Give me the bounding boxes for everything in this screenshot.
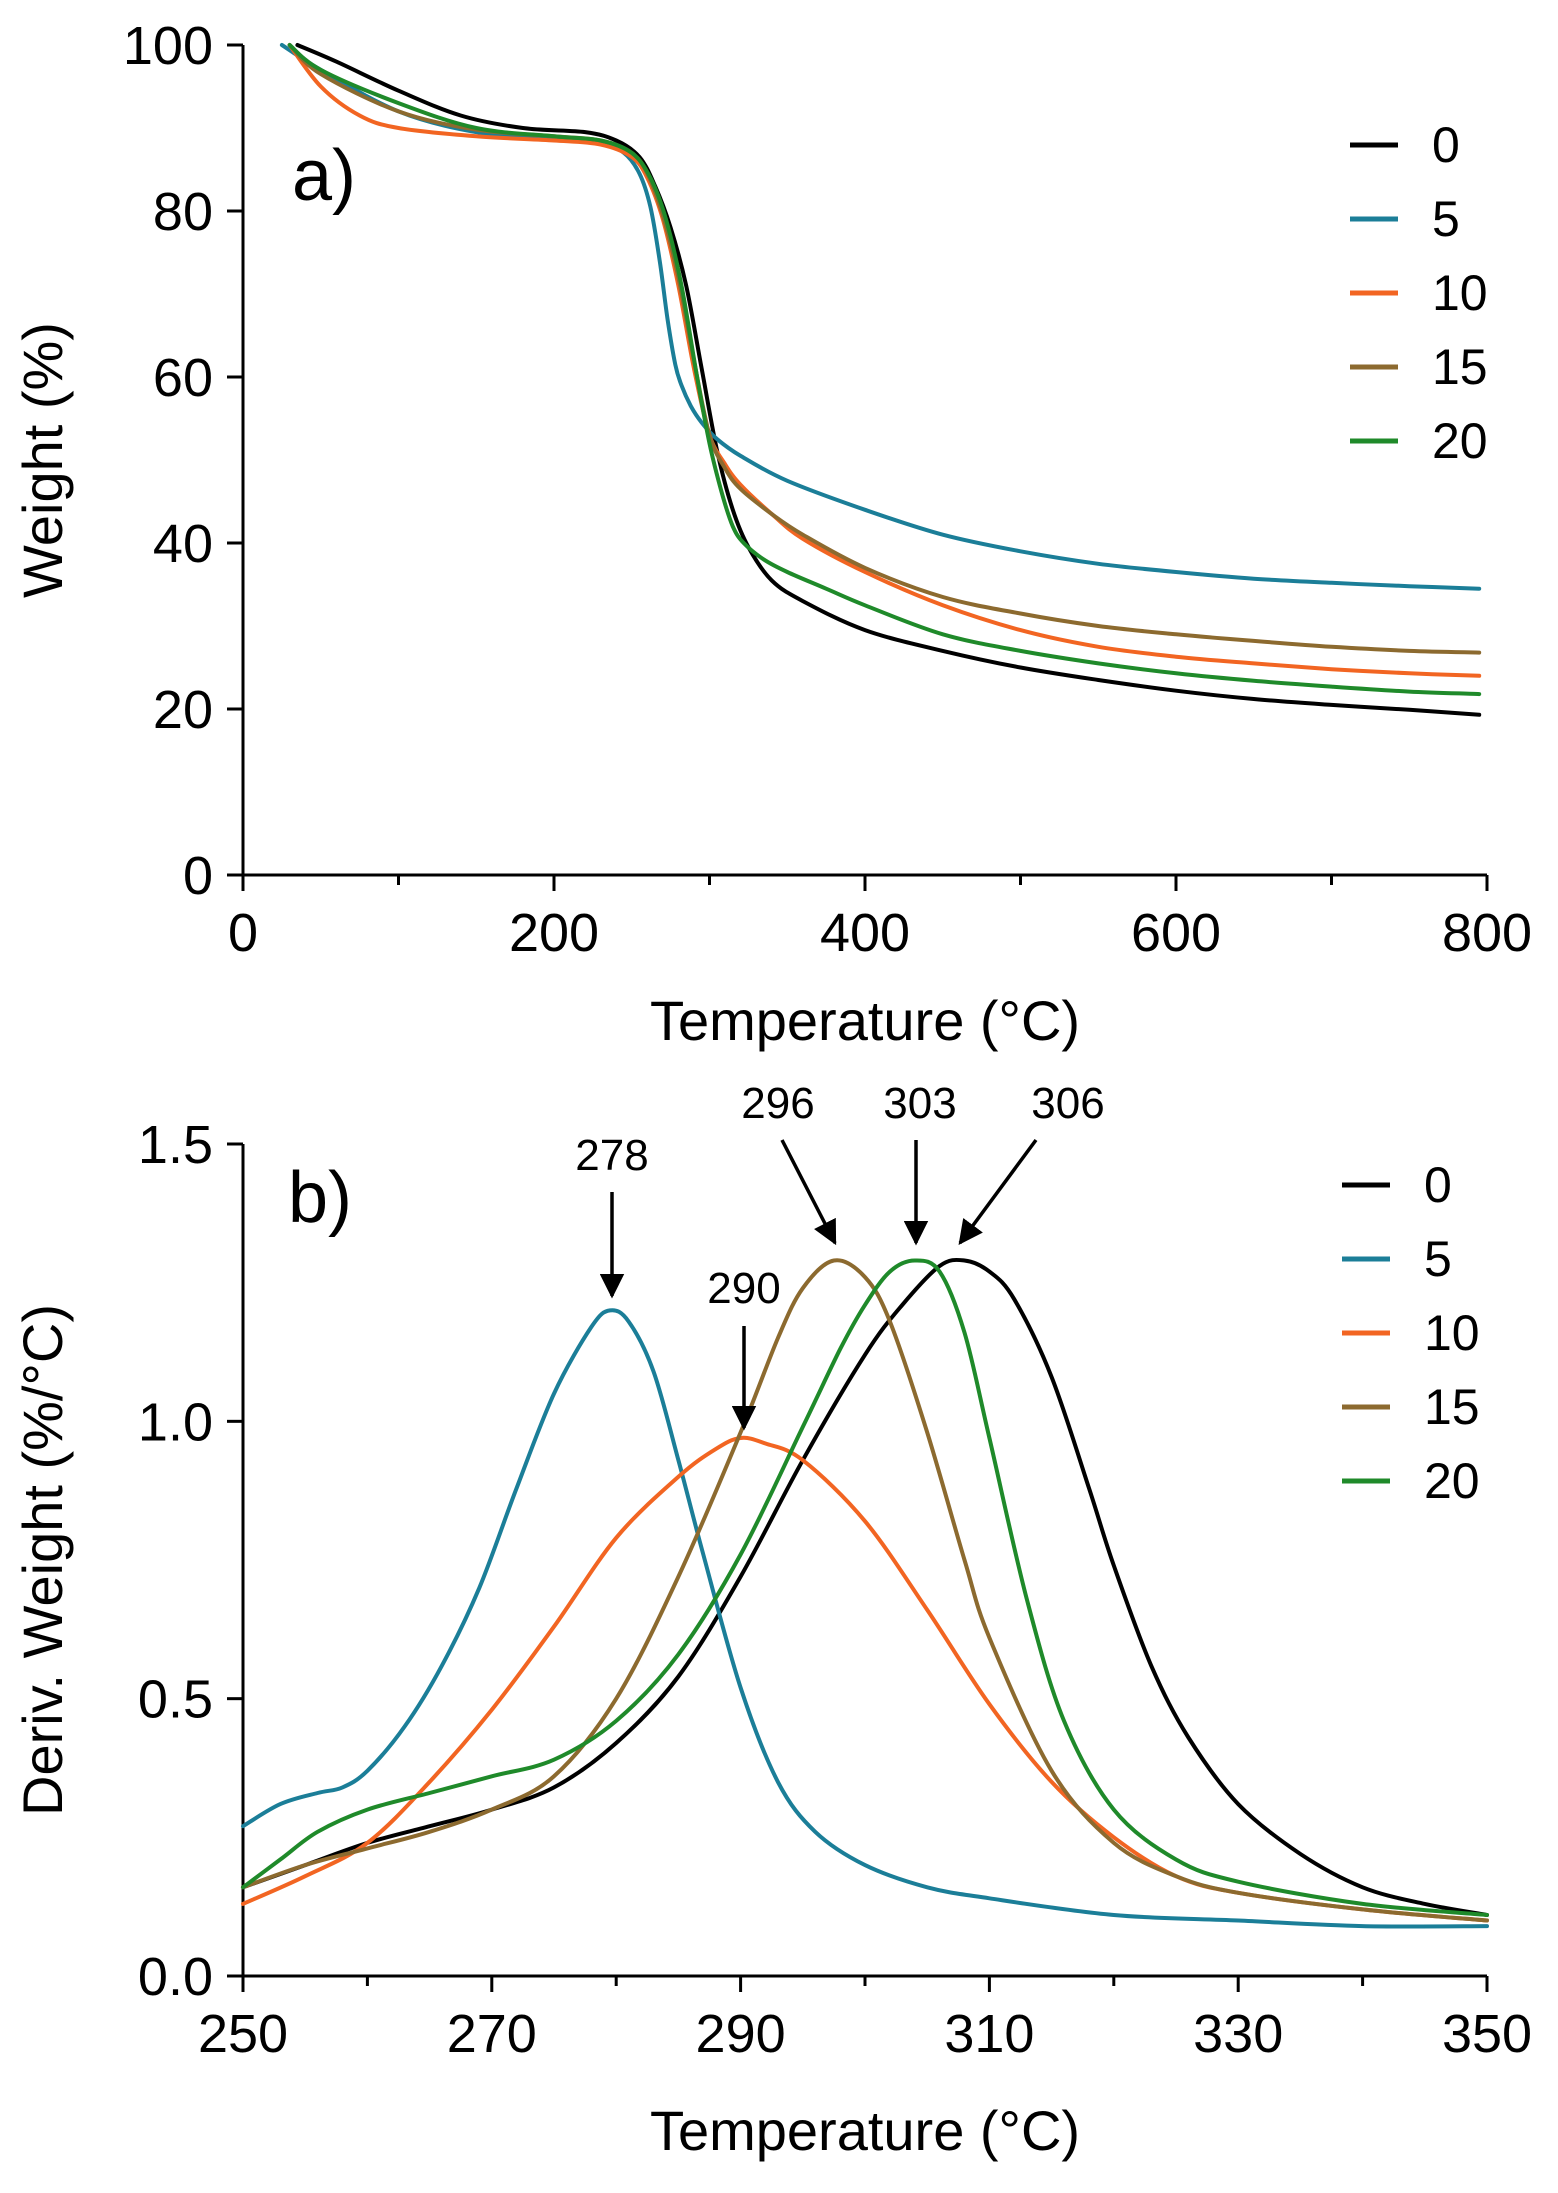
x-axis-title: Temperature (°C) bbox=[650, 989, 1080, 1052]
y-tick-label: 100 bbox=[123, 16, 213, 76]
legend-label-15: 15 bbox=[1432, 339, 1488, 395]
legend-label-5: 5 bbox=[1424, 1231, 1452, 1287]
y-tick-label: 60 bbox=[153, 348, 213, 408]
panel-label: a) bbox=[292, 136, 356, 216]
series-line-0 bbox=[295, 43, 1482, 717]
legend-label-10: 10 bbox=[1424, 1305, 1480, 1361]
x-tick-label: 800 bbox=[1442, 903, 1532, 963]
y-tick-label: 0.0 bbox=[138, 1947, 213, 2007]
x-tick-label: 270 bbox=[447, 2004, 537, 2064]
x-tick-label: 600 bbox=[1131, 903, 1221, 963]
legend-label-20: 20 bbox=[1424, 1453, 1480, 1509]
x-tick-label: 0 bbox=[228, 903, 258, 963]
x-tick-label: 290 bbox=[696, 2004, 786, 2064]
series-line-10 bbox=[241, 1435, 1489, 1923]
y-axis-title: Weight (%) bbox=[11, 322, 74, 598]
y-tick-label: 1.5 bbox=[138, 1115, 213, 1175]
legend-label-10: 10 bbox=[1432, 265, 1488, 321]
x-tick-label: 200 bbox=[509, 903, 599, 963]
series-line-0 bbox=[241, 1257, 1489, 1917]
legend-label-5: 5 bbox=[1432, 191, 1460, 247]
y-tick-label: 0 bbox=[183, 846, 213, 906]
peak-annotation-303: 303 bbox=[883, 1079, 956, 1128]
series-line-5 bbox=[241, 1308, 1489, 1929]
peak-annotation-278: 278 bbox=[575, 1131, 648, 1180]
legend-label-0: 0 bbox=[1424, 1157, 1452, 1213]
x-tick-label: 400 bbox=[820, 903, 910, 963]
panel-label: b) bbox=[288, 1158, 352, 1238]
legend-label-0: 0 bbox=[1432, 117, 1460, 173]
y-tick-label: 20 bbox=[153, 680, 213, 740]
x-tick-label: 310 bbox=[944, 2004, 1034, 2064]
y-tick-label: 80 bbox=[153, 182, 213, 242]
y-tick-label: 1.0 bbox=[138, 1392, 213, 1452]
y-tick-label: 0.5 bbox=[138, 1670, 213, 1730]
peak-annotation-296: 296 bbox=[741, 1079, 814, 1128]
legend-label-15: 15 bbox=[1424, 1379, 1480, 1435]
x-tick-label: 350 bbox=[1442, 2004, 1532, 2064]
peak-annotation-306: 306 bbox=[1031, 1079, 1104, 1128]
legend-label-20: 20 bbox=[1432, 413, 1488, 469]
series-line-20 bbox=[241, 1258, 1489, 1917]
peak-arrow-296 bbox=[780, 1139, 837, 1246]
y-axis-title: Deriv. Weight (%/°C) bbox=[11, 1304, 74, 1816]
peak-arrow-306 bbox=[958, 1138, 1038, 1245]
series-line-15 bbox=[241, 1258, 1489, 1923]
y-tick-label: 40 bbox=[153, 514, 213, 574]
x-axis-title: Temperature (°C) bbox=[650, 2099, 1080, 2162]
x-tick-label: 330 bbox=[1193, 2004, 1283, 2064]
peak-annotation-290: 290 bbox=[707, 1264, 780, 1313]
panel-b-derivative-chart: 250 270 290 310 330 350 0.0 0.5 1.0 1.5 Temperatur… bbox=[11, 1079, 1532, 2162]
x-tick-label: 250 bbox=[198, 2004, 288, 2064]
series-line-20 bbox=[287, 43, 1482, 697]
